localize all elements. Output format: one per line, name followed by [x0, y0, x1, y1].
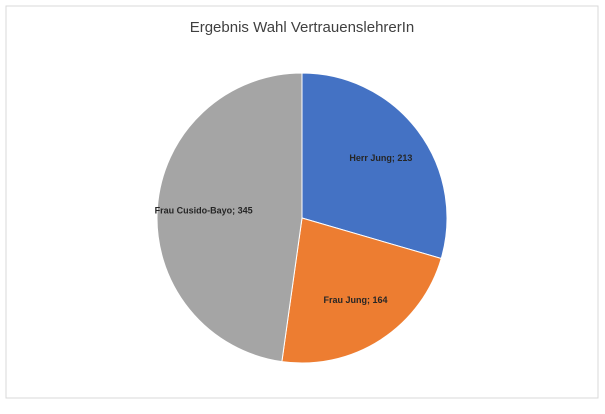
pie-slice	[281, 217, 442, 364]
data-label: Frau Jung; 164	[324, 295, 388, 305]
data-label: Herr Jung; 213	[349, 153, 412, 163]
pie	[156, 72, 448, 364]
pie-slice	[301, 72, 448, 260]
chart-title: Ergebnis Wahl VertrauenslehrerIn	[190, 19, 415, 36]
data-label: Frau Cusido-Bayo; 345	[155, 206, 253, 216]
pie-slice	[156, 72, 303, 363]
data-labels: Herr Jung; 213 Frau Jung; 164 Frau Cusido-…	[155, 153, 413, 305]
